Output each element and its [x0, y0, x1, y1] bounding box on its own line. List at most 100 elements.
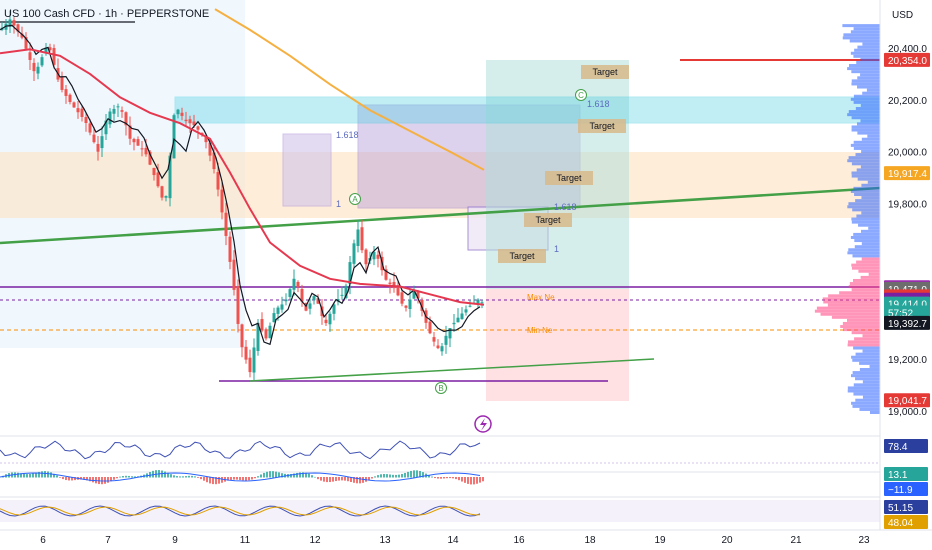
macd-bar — [188, 475, 190, 478]
rsi-line — [0, 440, 481, 460]
candle-body — [84, 117, 88, 123]
candle-body — [60, 76, 64, 90]
svg-text:Target: Target — [509, 251, 535, 261]
volume-profile-bar — [847, 205, 880, 209]
candle-body — [144, 147, 148, 155]
volume-profile-bar — [851, 116, 880, 120]
volume-profile-bar — [842, 36, 880, 40]
macd-bar — [83, 477, 85, 480]
price-tick-label: 20,400.0 — [888, 44, 927, 55]
volume-profile-bar — [860, 103, 880, 107]
volume-profile-bar — [851, 355, 880, 359]
macd-bar — [113, 477, 115, 480]
volume-profile-bar — [851, 128, 880, 132]
macd-bar — [164, 471, 166, 478]
candle-body — [316, 298, 320, 304]
volume-profile-bar — [854, 337, 880, 341]
macd-bar — [353, 477, 355, 483]
indicator-badge-text: 78.4 — [888, 442, 908, 453]
volume-profile-bar — [860, 119, 880, 123]
volume-profile-bar — [850, 235, 880, 239]
candle-body — [48, 47, 52, 51]
volume-profile-bar — [852, 254, 880, 258]
candle-body — [396, 285, 400, 296]
macd-bar — [104, 477, 106, 484]
target-label-4: Target — [524, 213, 572, 227]
candle-body — [16, 24, 20, 32]
indicator-badge — [884, 467, 928, 481]
point-b-marker: B — [435, 382, 447, 394]
macd-bar — [227, 477, 229, 481]
volume-profile-bar — [853, 54, 880, 58]
volume-profile-bar — [851, 266, 880, 270]
target-label-2: Target — [578, 119, 626, 133]
volume-profile-bar — [866, 88, 880, 92]
macd-bar — [134, 476, 136, 478]
macd-bar — [449, 477, 451, 479]
macd-bar — [128, 475, 130, 478]
macd-bar — [266, 471, 268, 478]
candle-body — [240, 324, 244, 348]
candle-body — [224, 212, 228, 236]
volume-profile-bar — [847, 386, 880, 390]
macd-bar — [194, 476, 196, 478]
candle-body — [452, 322, 456, 325]
volume-profile-bar — [847, 340, 880, 344]
volume-profile-bar — [857, 45, 880, 49]
volume-profile-bar — [853, 278, 880, 282]
point-c-marker: C — [575, 89, 587, 101]
candle-body — [292, 278, 296, 290]
macd-bar — [152, 470, 154, 478]
volume-profile-bar — [851, 220, 880, 224]
candle-body — [344, 285, 348, 299]
macd-bar — [296, 472, 298, 478]
volume-profile-bar — [842, 24, 880, 28]
symbol-title[interactable]: US 100 Cash CFD · 1h · PEPPERSTONE — [4, 8, 209, 20]
candle-body — [428, 321, 432, 334]
candle-body — [244, 346, 248, 360]
volume-profile-bar — [828, 294, 880, 298]
macd-bar — [242, 477, 244, 481]
macd-bar — [248, 477, 250, 481]
macd-bar — [68, 477, 70, 481]
time-tick-label: 18 — [584, 535, 596, 546]
levels — [0, 21, 880, 382]
candle-body — [8, 19, 12, 27]
time-axis[interactable]: 6 7 9 11 12 13 14 16 18 19 20 21 23 — [0, 529, 932, 546]
macd-bar — [125, 475, 127, 478]
macd-bar — [419, 470, 421, 478]
macd-bar — [254, 477, 256, 479]
candle-body — [476, 299, 480, 305]
volume-profile-bar — [847, 251, 880, 255]
macd-bar — [389, 474, 391, 478]
candle-body — [312, 296, 316, 301]
macd-bar — [53, 473, 55, 478]
time-tick-label: 16 — [513, 535, 525, 546]
macd-bar — [185, 476, 187, 478]
volume-profile-bar — [850, 97, 880, 101]
volume-profile-bar — [867, 180, 880, 184]
ema-fast-line — [0, 48, 485, 306]
target-label-5: Target — [498, 249, 546, 263]
macd-bar — [290, 473, 292, 478]
macd-bar — [41, 471, 43, 478]
macd-bar — [35, 472, 37, 478]
macd-bar — [473, 477, 475, 485]
macd-bar — [335, 477, 337, 482]
lightning-icon[interactable] — [474, 415, 492, 433]
volume-profile-bar — [848, 156, 880, 160]
volume-profile-bar — [853, 140, 880, 144]
macd-bar — [59, 477, 61, 478]
macd-bar — [455, 477, 457, 480]
macd-bar — [272, 471, 274, 478]
volume-profile-bar — [860, 275, 880, 279]
candle-body — [268, 325, 272, 339]
candle-body — [32, 62, 36, 72]
candle-body — [220, 189, 224, 213]
volume-profile-bar — [868, 226, 880, 230]
time-tick-label: 9 — [172, 535, 178, 546]
price-axis[interactable]: USD 20,400.0 20,200.0 20,000.0 19,800.0 19,2… — [879, 0, 932, 530]
volume-profile-bar — [852, 404, 880, 408]
macd-bar — [395, 474, 397, 478]
